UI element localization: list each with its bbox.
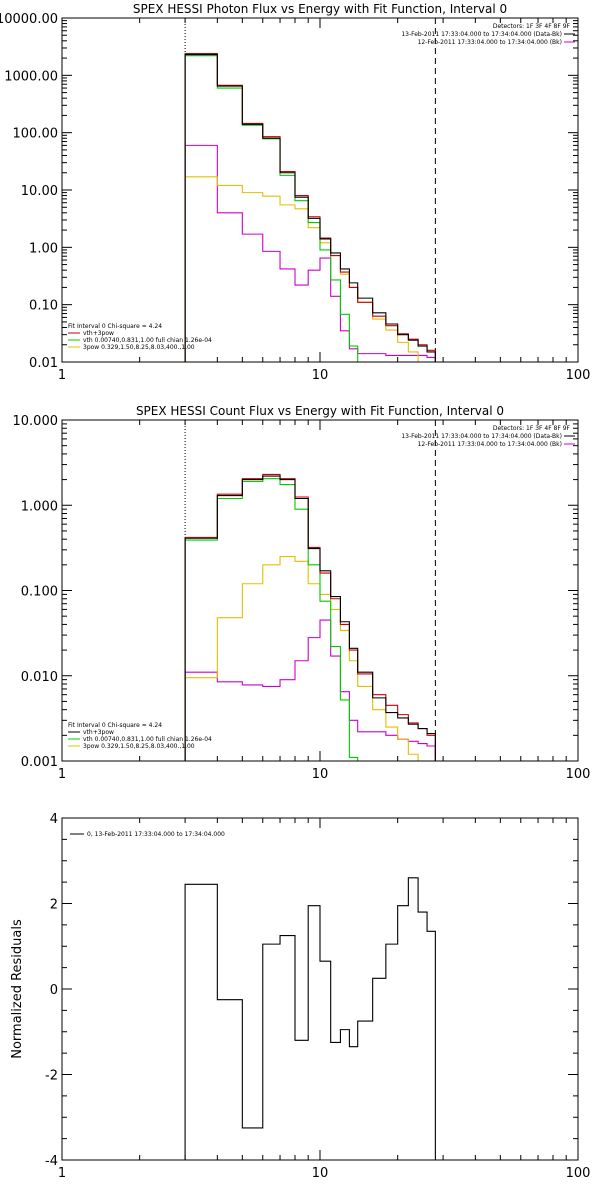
y-tick-label: 1.000 (21, 499, 58, 514)
chart-panel-1: SPEX HESSI Photon Flux vs Energy with Fi… (0, 2, 590, 383)
series-black-histogram (184, 475, 436, 761)
series-black-histogram (184, 877, 436, 1160)
legend-entry-text: vth 0.00740,0.831,1.00 full chian 1.26e-… (83, 337, 212, 344)
series-green-histogram (184, 55, 359, 362)
x-tick-label: 1 (58, 368, 66, 383)
y-tick-label: 0.10 (29, 299, 58, 314)
x-tick-label: 1 (58, 1166, 66, 1181)
legend-header: Detectors: 1F 3F 4F 8F 9F (493, 425, 571, 432)
legend-entry-text: 3pow 0.329,1.50,8.25,8.03,400.,1.00 (83, 743, 195, 750)
series-black-histogram (184, 54, 436, 362)
plot-area (184, 420, 436, 761)
legend-entry-text: 12-Feb-2011 17:33:04.000 to 17:34:04.000… (418, 441, 562, 448)
legend-entry-text: vth 0.00740,0.831,1.00 full chian 1.26e-… (83, 736, 212, 743)
y-tick-label: 0.010 (21, 670, 58, 685)
y-tick-label: 0.01 (29, 356, 58, 371)
legend-top-left: 0, 13-Feb-2011 17:33:04.000 to 17:34:04.… (70, 831, 225, 838)
axis-ticks: 1 10 100 10000.00 1000.00 100.00 10.00 1.00 0.10… (0, 12, 590, 383)
y-tick-label: 10000.00 (0, 12, 58, 27)
y-tick-label: 0.001 (21, 755, 58, 770)
plot-area (184, 18, 436, 362)
x-tick-label: 10 (312, 1166, 329, 1181)
series-yellow-histogram (184, 556, 419, 761)
x-tick-label: 10 (312, 767, 329, 782)
y-tick-label: 1.00 (29, 241, 58, 256)
legend-entry-text: 13-Feb-2011 17:33:04.000 to 17:34:04.000… (401, 433, 562, 440)
legend-entry-text: vth+3pow (83, 729, 114, 736)
legend-entry-text: 0, 13-Feb-2011 17:33:04.000 to 17:34:04.… (87, 831, 225, 838)
y-tick-label: -4 (45, 1154, 58, 1169)
y-tick-label: 2 (50, 898, 58, 913)
legend-header: Fit Interval 0 Chi-square = 4.24 (68, 722, 162, 729)
x-tick-label: 100 (566, 1166, 591, 1181)
y-tick-label: 10.000 (13, 414, 59, 429)
series-red-histogram (184, 52, 436, 362)
series-magenta-histogram (184, 619, 436, 761)
chart-title: SPEX HESSI Photon Flux vs Energy with Fi… (133, 2, 507, 16)
x-tick-label: 10 (312, 368, 329, 383)
legend-bottom-left: Fit Interval 0 Chi-square = 4.24vth+3pow… (68, 323, 212, 351)
chart-panel-3: 1 10 100 4 2 0 -2 -4 Normalized Residuals 0, 13-F… (10, 812, 590, 1181)
plot-area (184, 877, 436, 1160)
legend-entry-text: vth+3pow (83, 330, 114, 337)
legend-header: Detectors: 1F 3F 4F 8F 9F (493, 23, 571, 30)
y-tick-label: 1000.00 (4, 69, 58, 84)
legend-entry-text: 12-Feb-2011 17:33:04.000 to 17:34:04.000… (418, 39, 562, 46)
x-tick-label: 100 (566, 368, 591, 383)
chart-title: SPEX HESSI Count Flux vs Energy with Fit… (136, 404, 504, 418)
plot-frame (61, 17, 579, 363)
x-tick-label: 100 (566, 767, 591, 782)
plot-frame (61, 419, 579, 762)
x-tick-label: 1 (58, 767, 66, 782)
y-tick-label: 0 (50, 983, 58, 998)
y-tick-label: 4 (50, 812, 58, 827)
axis-ticks: 1 10 100 4 2 0 -2 -4 (45, 812, 590, 1181)
y-tick-label: -2 (45, 1069, 58, 1084)
y-tick-label: 0.100 (21, 585, 58, 600)
y-tick-label: 100.00 (13, 127, 59, 142)
series-red-histogram (184, 473, 436, 761)
series-yellow-histogram (184, 176, 428, 362)
chart-panel-2: SPEX HESSI Count Flux vs Energy with Fit… (13, 404, 591, 782)
legend-entry-text: 13-Feb-2011 17:33:04.000 to 17:34:04.000… (401, 31, 562, 38)
legend-bottom-left: Fit Interval 0 Chi-square = 4.24vth+3pow… (68, 722, 212, 750)
legend-header: Fit Interval 0 Chi-square = 4.24 (68, 323, 162, 330)
y-tick-label: 10.00 (21, 184, 58, 199)
series-green-histogram (184, 478, 359, 761)
y-axis-label: Normalized Residuals (10, 919, 25, 1059)
plot-frame (61, 817, 579, 1161)
legend-entry-text: 3pow 0.329,1.50,8.25,8.03,400.,1.00 (83, 344, 195, 351)
